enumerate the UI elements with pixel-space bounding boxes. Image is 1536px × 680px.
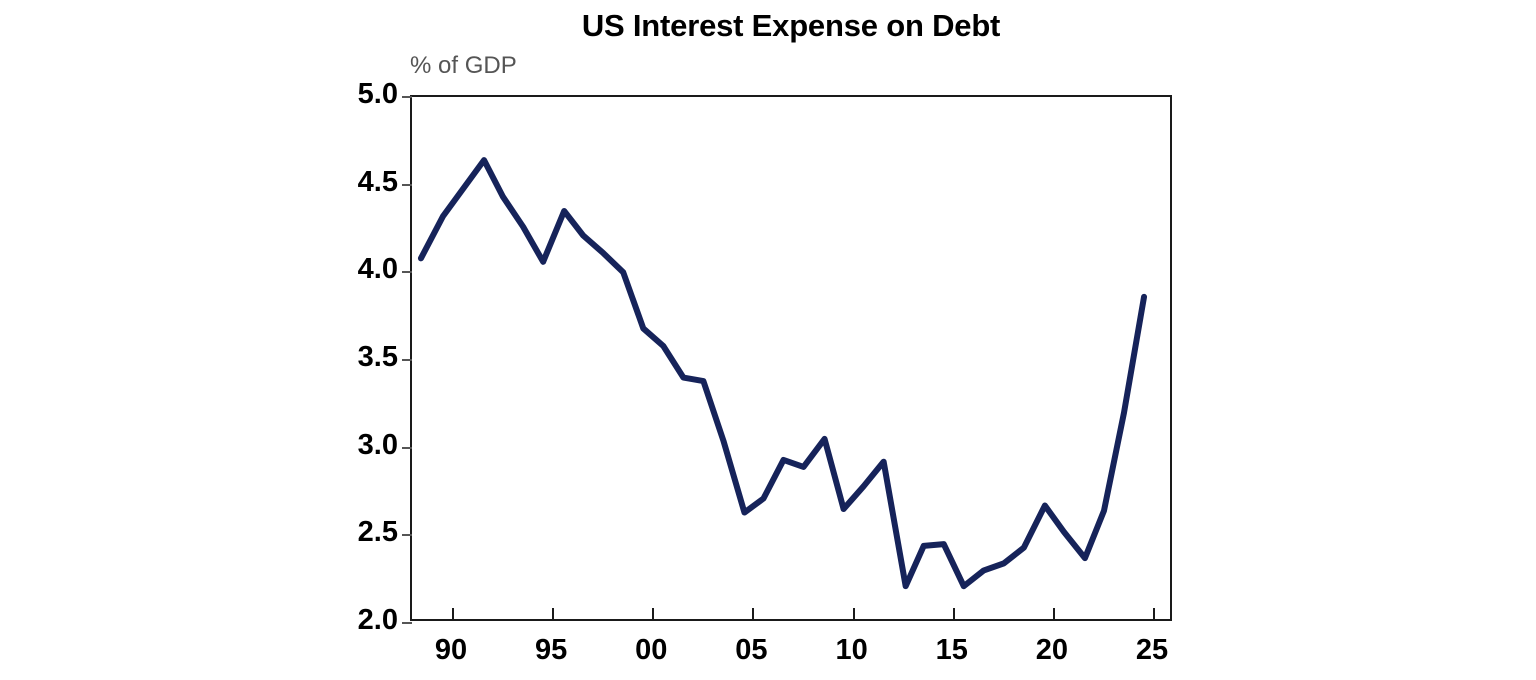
x-tick-mark [952,608,955,619]
y-tick-mark [402,622,412,624]
x-tick-mark [552,608,555,619]
y-tick-label: 4.0 [357,253,398,286]
y-tick-mark [402,446,412,449]
y-tick-mark [402,271,412,274]
x-tick-label: 00 [635,634,668,666]
y-tick-label: 2.0 [357,604,398,636]
x-tick-label: 15 [935,634,968,666]
y-tick-label: 4.5 [357,165,398,198]
plot-area [402,95,1172,624]
x-tick-label: 05 [735,634,768,666]
x-tick-mark [652,608,655,619]
x-tick-label: 95 [535,634,568,666]
y-tick-mark [402,96,412,98]
x-tick-mark [752,608,755,619]
y-tick-mark [402,534,412,537]
x-tick-label: 20 [1035,634,1069,666]
y-tick-label: 5.0 [357,78,398,110]
x-axis-labels: 90 95 00 05 10 15 20 25 [0,636,1536,680]
x-tick-label: 10 [835,634,868,666]
x-tick-label: 90 [434,634,468,666]
chart-subtitle: % of GDP [410,52,517,79]
x-tick-mark [1052,608,1055,619]
y-tick-mark [402,183,412,186]
x-tick-label: 25 [1135,634,1169,666]
y-tick-label: 3.0 [357,428,398,461]
series-line-svg [417,157,1148,590]
x-tick-mark [852,608,855,619]
y-axis-labels: 5.0 4.5 4.0 3.5 3.0 2.5 2.0 [322,0,398,680]
y-tick-label: 2.5 [357,516,398,549]
y-tick-mark [402,359,412,361]
chart-title: US Interest Expense on Debt [581,8,1001,43]
x-tick-mark [452,608,454,619]
series-line-us-interest-expense [417,157,1148,590]
y-tick-label: 3.5 [357,341,398,373]
x-tick-mark [1153,608,1156,619]
